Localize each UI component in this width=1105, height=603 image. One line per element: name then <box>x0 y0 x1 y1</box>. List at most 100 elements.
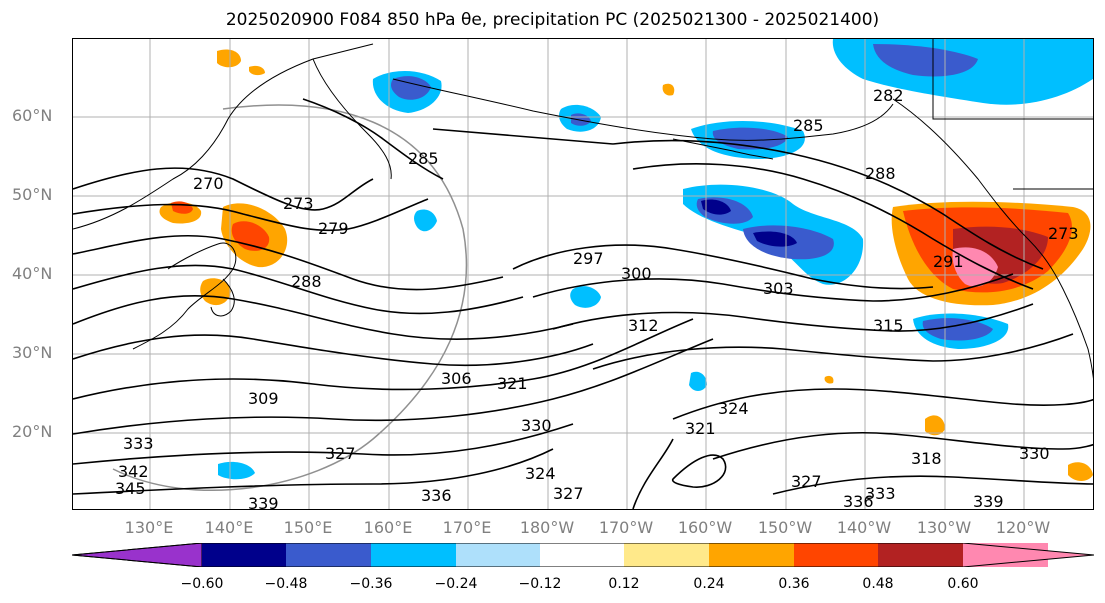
precip-neg-south-small-2 <box>414 209 437 232</box>
coast-aleutians <box>672 138 774 160</box>
precip-neg-bering-core <box>391 76 431 100</box>
precip-neg-east-pacific-core <box>922 318 993 341</box>
chart-title: 2025020900 F084 850 hPa θe, precipitatio… <box>225 10 880 30</box>
contour-label: 345 <box>115 479 146 498</box>
contour-label: 273 <box>1048 224 1079 243</box>
map-panel: 270 273 279 288 285 297 300 303 312 315 … <box>72 38 1094 510</box>
contour-label: 327 <box>791 472 822 491</box>
contour-label: 324 <box>718 399 749 418</box>
coast-kamchatka <box>312 58 392 180</box>
coast-asia-east <box>73 43 374 230</box>
precip-neg-mid-small <box>570 286 601 308</box>
colorbar-tick: 0.24 <box>693 576 725 592</box>
contour-label: 330 <box>521 416 552 435</box>
colorbar-tick: 0.48 <box>862 576 894 592</box>
precip-pos-south-1 <box>925 415 945 436</box>
contour-label: 336 <box>843 492 874 510</box>
colorbar-tick: −0.48 <box>264 576 308 592</box>
contour-label: 285 <box>408 149 439 168</box>
contour-label: 300 <box>621 264 652 283</box>
contour-label: 339 <box>248 494 279 510</box>
contour-label: 282 <box>873 86 904 105</box>
colorbar-segment <box>709 543 794 567</box>
lon-label-170w: 170°W <box>598 518 654 537</box>
colorbar-segment <box>456 543 540 567</box>
contour-label: 327 <box>325 444 356 463</box>
colorbar-segment <box>878 543 963 567</box>
colorbar-extend-high <box>963 543 1094 567</box>
contour-label: 273 <box>283 194 314 213</box>
precip-pos-top-2 <box>249 65 265 76</box>
precip-pos-south-2 <box>1068 462 1093 481</box>
contour-label: 291 <box>933 252 964 271</box>
lat-label-50n: 50°N <box>12 185 53 204</box>
contour-label: 321 <box>497 374 528 393</box>
lon-label-140w: 140°W <box>836 518 892 537</box>
precip-neg-hawaii <box>689 371 707 391</box>
colorbar-tick: −0.24 <box>434 576 478 592</box>
coast-na-inland <box>932 39 1093 120</box>
colorbar-tick: 0.60 <box>947 576 979 592</box>
contour-label: 312 <box>628 316 659 335</box>
colorbar-tick: 0.12 <box>608 576 640 592</box>
colorbar-tick: −0.60 <box>180 576 224 592</box>
colorbar-segment <box>624 543 709 567</box>
lat-label-30n: 30°N <box>12 343 53 362</box>
contour-label: 318 <box>911 449 942 468</box>
contour-label: 327 <box>553 484 584 503</box>
contour-label: 288 <box>865 164 896 183</box>
contour-label: 306 <box>441 369 472 388</box>
colorbar-segment <box>540 543 624 567</box>
contour-label: 330 <box>1019 444 1050 463</box>
lat-label-60n: 60°N <box>12 106 53 125</box>
contour-label: 270 <box>193 174 224 193</box>
range-circle <box>112 104 468 491</box>
lon-label-130w: 130°W <box>916 518 972 537</box>
colorbar-segment <box>202 543 286 567</box>
contour-label: 339 <box>973 492 1004 510</box>
coastlines <box>73 39 1093 379</box>
contour-label: 342 <box>118 462 149 481</box>
lon-label-180w: 180°W <box>519 518 575 537</box>
colorbar-segment <box>794 543 878 567</box>
lon-label-120w: 120°W <box>995 518 1051 537</box>
colorbar-segment <box>286 543 371 567</box>
theta-e-contours <box>73 98 1093 509</box>
contour-label: 288 <box>291 272 322 291</box>
colorbar <box>72 543 1094 567</box>
contour-label: 315 <box>873 316 904 335</box>
precip-pos-top-1 <box>217 49 241 68</box>
lon-label-170e: 170°E <box>442 518 492 537</box>
precip-neg-south-small-1 <box>218 461 255 480</box>
contour-label: 309 <box>248 389 279 408</box>
precip-negative-shading <box>218 39 1093 480</box>
lon-label-150e: 150°E <box>283 518 333 537</box>
contour-label: 297 <box>573 249 604 268</box>
colorbar-segment <box>371 543 456 567</box>
lon-label-130e: 130°E <box>124 518 174 537</box>
contour-label: 321 <box>685 419 716 438</box>
lon-label-140e: 140°E <box>204 518 254 537</box>
lat-label-40n: 40°N <box>12 264 53 283</box>
precip-neg-mid-pacific-dark <box>701 199 731 215</box>
contour-label: 285 <box>793 116 824 135</box>
precip-pos-dot-2 <box>662 83 675 96</box>
graticule <box>73 39 1093 509</box>
colorbar-tick: −0.36 <box>349 576 393 592</box>
coast-alaska <box>392 78 894 141</box>
coast-na-west <box>892 98 1093 379</box>
map-canvas: 270 273 279 288 285 297 300 303 312 315 … <box>73 39 1093 510</box>
contour-label: 336 <box>421 486 452 505</box>
precip-neg-aleutian-w-core <box>571 113 591 126</box>
contour-label: 324 <box>525 464 556 483</box>
contour-labels: 270 273 279 288 285 297 300 303 312 315 … <box>115 86 1079 510</box>
lon-label-160e: 160°E <box>363 518 413 537</box>
colorbar-tick: 0.36 <box>778 576 810 592</box>
contour-label: 333 <box>865 484 896 503</box>
lon-label-150w: 150°W <box>757 518 813 537</box>
precip-neg-alaska-top-core <box>873 44 978 77</box>
precip-pos-dot-1 <box>824 375 834 384</box>
contour-label: 333 <box>123 434 154 453</box>
lon-label-160w: 160°W <box>677 518 733 537</box>
lat-label-20n: 20°N <box>12 422 53 441</box>
